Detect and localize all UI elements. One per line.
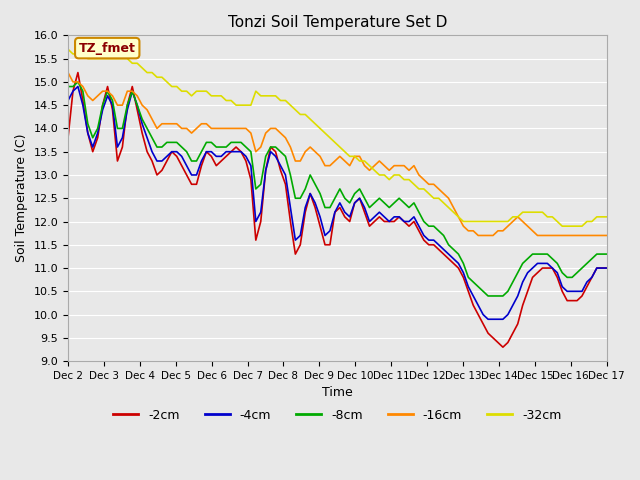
Legend: -2cm, -4cm, -8cm, -16cm, -32cm: -2cm, -4cm, -8cm, -16cm, -32cm [108,404,566,427]
X-axis label: Time: Time [322,386,353,399]
Text: TZ_fmet: TZ_fmet [79,42,136,55]
Y-axis label: Soil Temperature (C): Soil Temperature (C) [15,134,28,263]
Title: Tonzi Soil Temperature Set D: Tonzi Soil Temperature Set D [228,15,447,30]
